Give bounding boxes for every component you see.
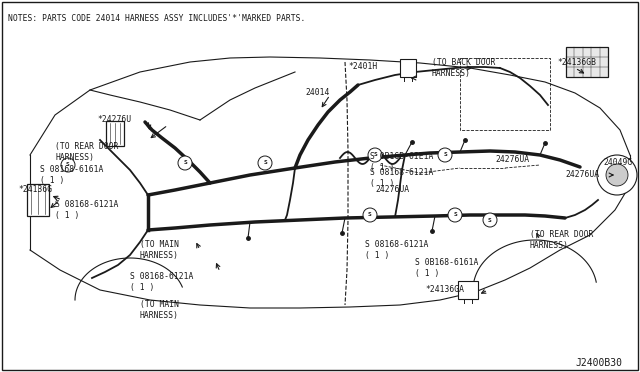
Text: 24049G: 24049G bbox=[603, 158, 632, 167]
Text: J2400B30: J2400B30 bbox=[575, 358, 622, 368]
Text: (TO REAR DOOR
HARNESS): (TO REAR DOOR HARNESS) bbox=[530, 230, 593, 250]
Circle shape bbox=[61, 158, 75, 172]
Circle shape bbox=[363, 208, 377, 222]
Text: (TO REAR DOOR
HARNESS): (TO REAR DOOR HARNESS) bbox=[55, 142, 118, 162]
Circle shape bbox=[483, 213, 497, 227]
Circle shape bbox=[438, 148, 452, 162]
Text: S 08168-6121A
( 1 ): S 08168-6121A ( 1 ) bbox=[130, 272, 193, 292]
Text: *24136GA: *24136GA bbox=[425, 285, 464, 294]
Circle shape bbox=[258, 156, 272, 170]
Text: NOTES: PARTS CODE 24014 HARNESS ASSY INCLUDES'*'MARKED PARTS.: NOTES: PARTS CODE 24014 HARNESS ASSY INC… bbox=[8, 14, 305, 23]
Text: S: S bbox=[443, 153, 447, 157]
Text: *24276U: *24276U bbox=[97, 115, 131, 124]
Text: 24014: 24014 bbox=[305, 88, 330, 97]
Bar bbox=[400, 59, 416, 77]
Bar bbox=[106, 121, 124, 145]
Circle shape bbox=[178, 156, 192, 170]
Bar bbox=[27, 184, 49, 216]
Text: S 0B16B-6IE1A
( 1 ): S 0B16B-6IE1A ( 1 ) bbox=[370, 152, 433, 172]
Text: S 08168-6121A
( 1 ): S 08168-6121A ( 1 ) bbox=[55, 200, 118, 220]
Text: 24276UA: 24276UA bbox=[375, 185, 409, 194]
Text: S 08168-6161A
( 1 ): S 08168-6161A ( 1 ) bbox=[40, 165, 104, 185]
Text: S 08168-6121A
( 1 ): S 08168-6121A ( 1 ) bbox=[370, 168, 433, 188]
Text: S: S bbox=[488, 218, 492, 222]
Circle shape bbox=[597, 155, 637, 195]
Text: 24276UA: 24276UA bbox=[565, 170, 599, 179]
Text: 24276UA: 24276UA bbox=[495, 155, 529, 164]
Text: S: S bbox=[66, 163, 70, 167]
Bar bbox=[566, 47, 608, 77]
Text: S: S bbox=[183, 160, 187, 166]
Text: *24136GB: *24136GB bbox=[557, 58, 596, 67]
Circle shape bbox=[606, 164, 628, 186]
Text: S: S bbox=[453, 212, 457, 218]
Text: S: S bbox=[368, 212, 372, 218]
Text: *24136G: *24136G bbox=[18, 185, 52, 194]
Text: S 08168-6121A
( 1 ): S 08168-6121A ( 1 ) bbox=[365, 240, 428, 260]
Circle shape bbox=[448, 208, 462, 222]
Text: S: S bbox=[373, 153, 377, 157]
Text: S 0B168-6161A
( 1 ): S 0B168-6161A ( 1 ) bbox=[415, 258, 478, 278]
Text: (TO MAIN
HARNESS): (TO MAIN HARNESS) bbox=[140, 300, 179, 320]
Text: *2401H: *2401H bbox=[348, 62, 377, 71]
Text: S: S bbox=[263, 160, 267, 166]
Circle shape bbox=[368, 148, 382, 162]
Bar bbox=[458, 281, 478, 299]
Text: (TO MAIN
HARNESS): (TO MAIN HARNESS) bbox=[140, 240, 179, 260]
Text: (TO BACK DOOR
HARNESS): (TO BACK DOOR HARNESS) bbox=[432, 58, 495, 78]
